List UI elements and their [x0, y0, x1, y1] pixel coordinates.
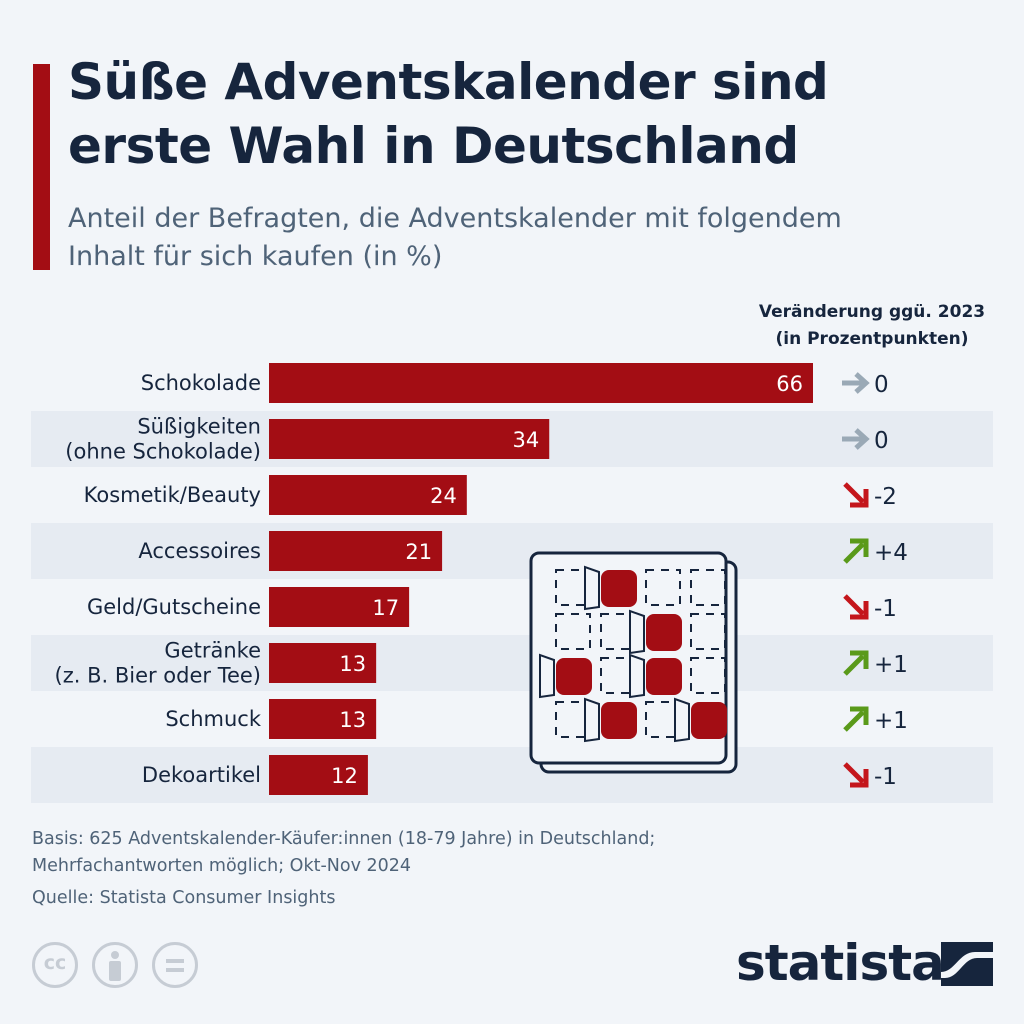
bar	[269, 419, 550, 459]
bar-chart: Schokolade 66 0 Süßigkeiten (ohne Schokolade…	[31, 363, 993, 803]
license-icons	[32, 942, 212, 996]
chart-title: Süße Adventskalender sind erste Wahl in …	[68, 53, 829, 175]
change-label: 0	[874, 372, 889, 398]
arrow-up-icon	[843, 706, 869, 732]
arrow-down-icon	[843, 482, 869, 508]
category-label: Getränke (z. B. Bier oder Tee)	[55, 639, 262, 688]
change-label: +1	[874, 652, 908, 678]
row-background	[31, 747, 993, 803]
change-label: +1	[874, 708, 908, 734]
closed-door	[645, 569, 681, 606]
row-background	[31, 523, 993, 579]
bar	[269, 699, 377, 739]
footnote-line1: Basis: 625 Adventskalender-Käufer:innen …	[32, 829, 656, 849]
bar	[269, 587, 410, 627]
value-label: 17	[372, 596, 399, 620]
bar	[269, 475, 467, 515]
source-note: Quelle: Statista Consumer Insights	[32, 888, 336, 908]
closed-door	[690, 569, 726, 606]
change-label: -1	[874, 764, 897, 790]
closed-door	[690, 613, 726, 650]
change-label: -2	[874, 484, 897, 510]
row-background	[31, 635, 993, 691]
neutral-arrow-icon	[842, 428, 870, 450]
bar	[269, 363, 813, 403]
value-label: 12	[331, 764, 358, 788]
statista-logo[interactable]: statista	[736, 932, 996, 994]
chart-subtitle: Anteil der Befragten, die Adventskalende…	[68, 203, 842, 272]
category-label: Kosmetik/Beauty	[84, 483, 261, 507]
door-flap	[584, 697, 600, 743]
opened-door	[646, 614, 682, 651]
advent-calendar-icon	[529, 551, 738, 774]
opened-door	[601, 702, 637, 739]
arrow-up-icon	[843, 538, 869, 564]
arrow-down-icon	[843, 762, 869, 788]
door-flap	[674, 697, 690, 743]
value-label: 34	[513, 428, 540, 452]
attribution-icon[interactable]	[92, 942, 138, 988]
value-label: 13	[339, 708, 366, 732]
brand-wordmark: statista	[736, 934, 945, 992]
footnote-line2: Mehrfachantworten möglich; Okt-Nov 2024	[32, 856, 412, 876]
closed-door	[555, 613, 591, 650]
category-label: Dekoartikel	[142, 763, 261, 787]
creative-commons-icon[interactable]	[32, 942, 78, 988]
door-flap	[539, 653, 555, 699]
value-label: 13	[339, 652, 366, 676]
category-label: Süßigkeiten (ohne Schokolade)	[65, 415, 261, 464]
opened-door	[601, 570, 637, 607]
door-flap	[629, 609, 645, 655]
statista-logo-icon	[941, 942, 993, 986]
title-accent-bar	[33, 64, 50, 270]
value-label: 66	[776, 372, 803, 396]
opened-door	[646, 658, 682, 695]
opened-door	[556, 658, 592, 695]
door-flap	[629, 653, 645, 699]
bar	[269, 643, 377, 683]
change-label: +4	[874, 540, 908, 566]
change-label: -1	[874, 596, 897, 622]
footnote: Basis: 625 Adventskalender-Käufer:innen …	[32, 826, 932, 880]
bar	[269, 755, 368, 795]
change-header-line1: Veränderung ggü. 2023	[758, 302, 986, 322]
change-header-line2: (in Prozentpunkten)	[775, 329, 969, 349]
change-column-header: Veränderung ggü. 2023 (in Prozentpunkten…	[740, 299, 1004, 353]
no-derivatives-icon[interactable]	[152, 942, 198, 988]
arrow-up-icon	[843, 650, 869, 676]
category-label: Geld/Gutscheine	[87, 595, 261, 619]
value-label: 24	[430, 484, 457, 508]
category-label: Schmuck	[165, 707, 261, 731]
arrow-down-icon	[843, 594, 869, 620]
change-label: 0	[874, 428, 889, 454]
bar	[269, 531, 443, 571]
category-label: Schokolade	[141, 371, 261, 395]
value-label: 21	[405, 540, 432, 564]
door-flap	[584, 565, 600, 611]
closed-door	[690, 657, 726, 694]
opened-door	[691, 702, 727, 739]
neutral-arrow-icon	[842, 372, 870, 394]
category-label: Accessoires	[138, 539, 261, 563]
